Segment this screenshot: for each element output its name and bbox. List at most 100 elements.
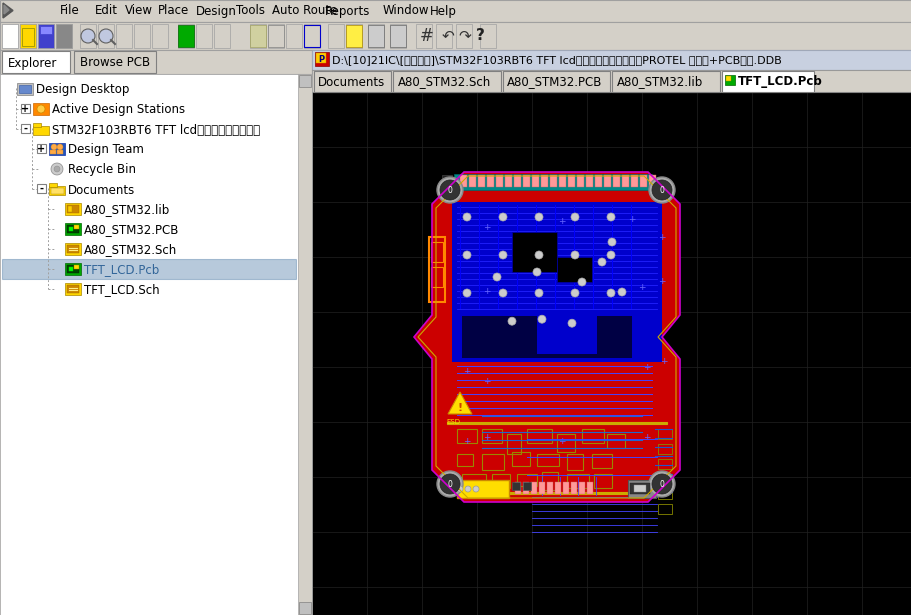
- Circle shape: [535, 289, 542, 297]
- Bar: [368, 24, 384, 48]
- Text: Design: Design: [196, 4, 237, 17]
- Bar: [116, 24, 132, 48]
- Text: +: +: [463, 368, 470, 376]
- Circle shape: [463, 213, 470, 221]
- Text: 0: 0: [447, 480, 452, 489]
- Bar: [80, 24, 96, 48]
- Bar: [431, 267, 443, 287]
- Text: Auto Route: Auto Route: [271, 4, 337, 17]
- Bar: [435, 24, 452, 48]
- Bar: [20, 24, 36, 48]
- Text: +: +: [483, 223, 490, 231]
- Text: STM32F103RBT6 TFT lcd显示屏最小系统开发: STM32F103RBT6 TFT lcd显示屏最小系统开发: [52, 124, 260, 137]
- Bar: [33, 126, 49, 135]
- Text: ↷: ↷: [457, 28, 470, 44]
- Bar: [65, 283, 81, 295]
- Bar: [74, 265, 79, 269]
- Circle shape: [578, 278, 586, 286]
- Bar: [593, 474, 611, 488]
- Bar: [657, 429, 671, 439]
- Polygon shape: [414, 172, 680, 502]
- Bar: [456, 24, 472, 48]
- Bar: [390, 25, 405, 47]
- Text: Place: Place: [158, 4, 189, 17]
- Circle shape: [436, 177, 463, 203]
- Bar: [315, 53, 325, 63]
- Text: Edit: Edit: [95, 4, 118, 17]
- Bar: [20, 24, 36, 48]
- Circle shape: [456, 486, 463, 492]
- Text: +: +: [22, 103, 29, 114]
- Circle shape: [651, 474, 671, 494]
- Text: A80_STM32.PCB: A80_STM32.PCB: [507, 76, 601, 89]
- Bar: [17, 83, 33, 95]
- Circle shape: [535, 251, 542, 259]
- Bar: [442, 175, 452, 185]
- Text: Design Desktop: Design Desktop: [36, 84, 129, 97]
- Bar: [178, 24, 194, 48]
- Bar: [479, 24, 496, 48]
- Bar: [477, 175, 485, 187]
- Bar: [640, 175, 646, 187]
- Circle shape: [473, 486, 478, 492]
- Circle shape: [649, 177, 674, 203]
- Text: A80_STM32.lib: A80_STM32.lib: [616, 76, 702, 89]
- Bar: [67, 205, 79, 213]
- Circle shape: [507, 317, 516, 325]
- Bar: [152, 24, 168, 48]
- Bar: [2, 24, 18, 48]
- Circle shape: [439, 474, 459, 494]
- Bar: [0, 50, 312, 74]
- Text: -: -: [24, 124, 27, 133]
- Circle shape: [81, 29, 95, 43]
- Text: P: P: [318, 55, 323, 63]
- Bar: [452, 311, 661, 362]
- Bar: [446, 422, 666, 424]
- Bar: [134, 24, 149, 48]
- Circle shape: [570, 251, 578, 259]
- Bar: [557, 434, 574, 452]
- Bar: [507, 434, 520, 454]
- Bar: [38, 24, 54, 48]
- Bar: [19, 85, 31, 93]
- Bar: [56, 24, 72, 48]
- Circle shape: [498, 289, 507, 297]
- Text: +: +: [628, 215, 635, 224]
- Bar: [722, 71, 814, 92]
- Text: View: View: [125, 4, 153, 17]
- Bar: [486, 175, 494, 187]
- Bar: [482, 454, 504, 470]
- Bar: [724, 75, 734, 85]
- Text: +: +: [658, 232, 665, 242]
- Bar: [299, 602, 311, 614]
- Circle shape: [493, 273, 500, 281]
- Bar: [630, 483, 650, 494]
- Circle shape: [607, 289, 614, 297]
- Bar: [40, 26, 52, 34]
- Circle shape: [532, 268, 540, 276]
- Bar: [431, 242, 443, 262]
- Bar: [214, 24, 230, 48]
- Bar: [268, 24, 283, 48]
- Text: +: +: [483, 378, 490, 386]
- Bar: [50, 150, 56, 154]
- Circle shape: [51, 144, 56, 150]
- Bar: [33, 123, 41, 127]
- Bar: [562, 482, 568, 494]
- Bar: [540, 175, 548, 187]
- Bar: [537, 454, 558, 466]
- Bar: [69, 267, 73, 271]
- Bar: [657, 474, 671, 484]
- Circle shape: [54, 166, 60, 172]
- Bar: [303, 24, 320, 48]
- Bar: [56, 150, 63, 154]
- Bar: [74, 51, 156, 73]
- Bar: [49, 143, 65, 155]
- Circle shape: [607, 213, 614, 221]
- Bar: [594, 175, 601, 187]
- Bar: [468, 175, 476, 187]
- Circle shape: [608, 238, 615, 246]
- Text: Window: Window: [383, 4, 429, 17]
- Bar: [456, 429, 476, 443]
- Bar: [603, 175, 610, 187]
